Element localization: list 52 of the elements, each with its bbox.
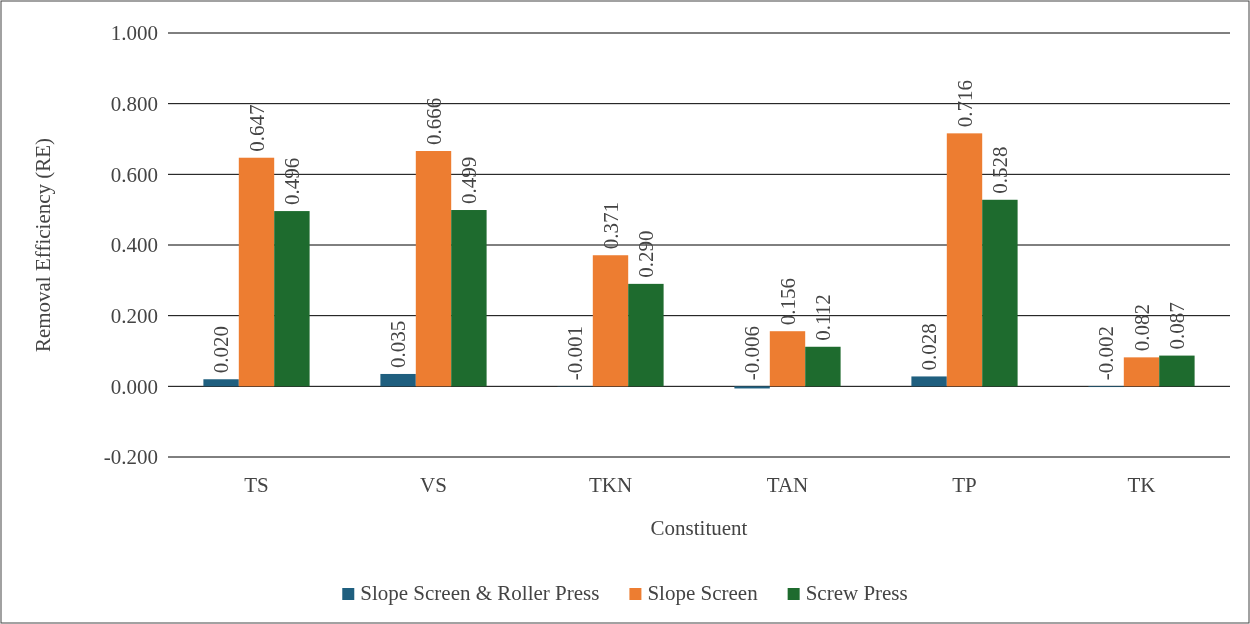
legend-label: Slope Screen & Roller Press [360,581,600,605]
data-label: 0.112 [810,294,835,341]
x-tick-label: TKN [588,472,633,497]
bar [734,386,770,389]
x-tick-label: TK [1127,472,1156,497]
data-label: 0.716 [952,80,977,128]
bar [805,346,841,387]
data-label: -0.001 [563,326,588,381]
data-label: 0.035 [386,320,411,368]
x-tick-label: TP [952,472,977,497]
data-label: 0.156 [775,277,800,326]
data-label: 0.528 [987,146,1012,194]
data-label: 0.087 [1164,302,1189,350]
data-label: 0.666 [421,97,446,146]
y-tick-label: 0.400 [110,233,158,258]
y-axis-title: Removal Efficiency (RE) [31,137,55,353]
bar [380,373,416,387]
x-tick-label: VS [420,472,447,497]
legend-label: Slope Screen [647,581,759,605]
x-tick-label: TS [244,472,269,497]
data-label: 0.647 [244,104,269,152]
y-tick-label: 0.200 [110,303,158,328]
bar [769,331,806,387]
data-label: 0.496 [279,157,304,206]
data-label: 0.020 [209,326,234,374]
y-tick-label: 0.000 [110,374,158,399]
data-label: -0.006 [740,326,765,381]
bar [946,133,983,387]
data-label: 0.082 [1129,304,1154,352]
bar [451,210,487,387]
bar [1123,357,1160,387]
bar [415,151,452,387]
data-label: 0.290 [633,230,658,278]
bar [203,379,239,387]
bar [1159,355,1195,387]
x-tick-label: TAN [766,472,809,497]
data-label: 0.371 [598,202,623,250]
bar [911,376,947,387]
bar [982,199,1018,387]
legend-label: Screw Press [805,581,908,605]
data-label: -0.002 [1094,326,1119,381]
bar [274,211,310,387]
y-tick-label: -0.200 [103,445,158,470]
y-tick-label: 0.800 [110,91,158,116]
bar [592,255,629,387]
bar [628,283,664,387]
y-tick-label: 0.600 [110,162,158,187]
data-label: 0.028 [917,323,942,371]
data-label: 0.499 [456,156,481,205]
x-axis-title: Constituent [650,516,748,540]
bar [238,157,275,387]
y-tick-label: 1.000 [110,21,158,46]
